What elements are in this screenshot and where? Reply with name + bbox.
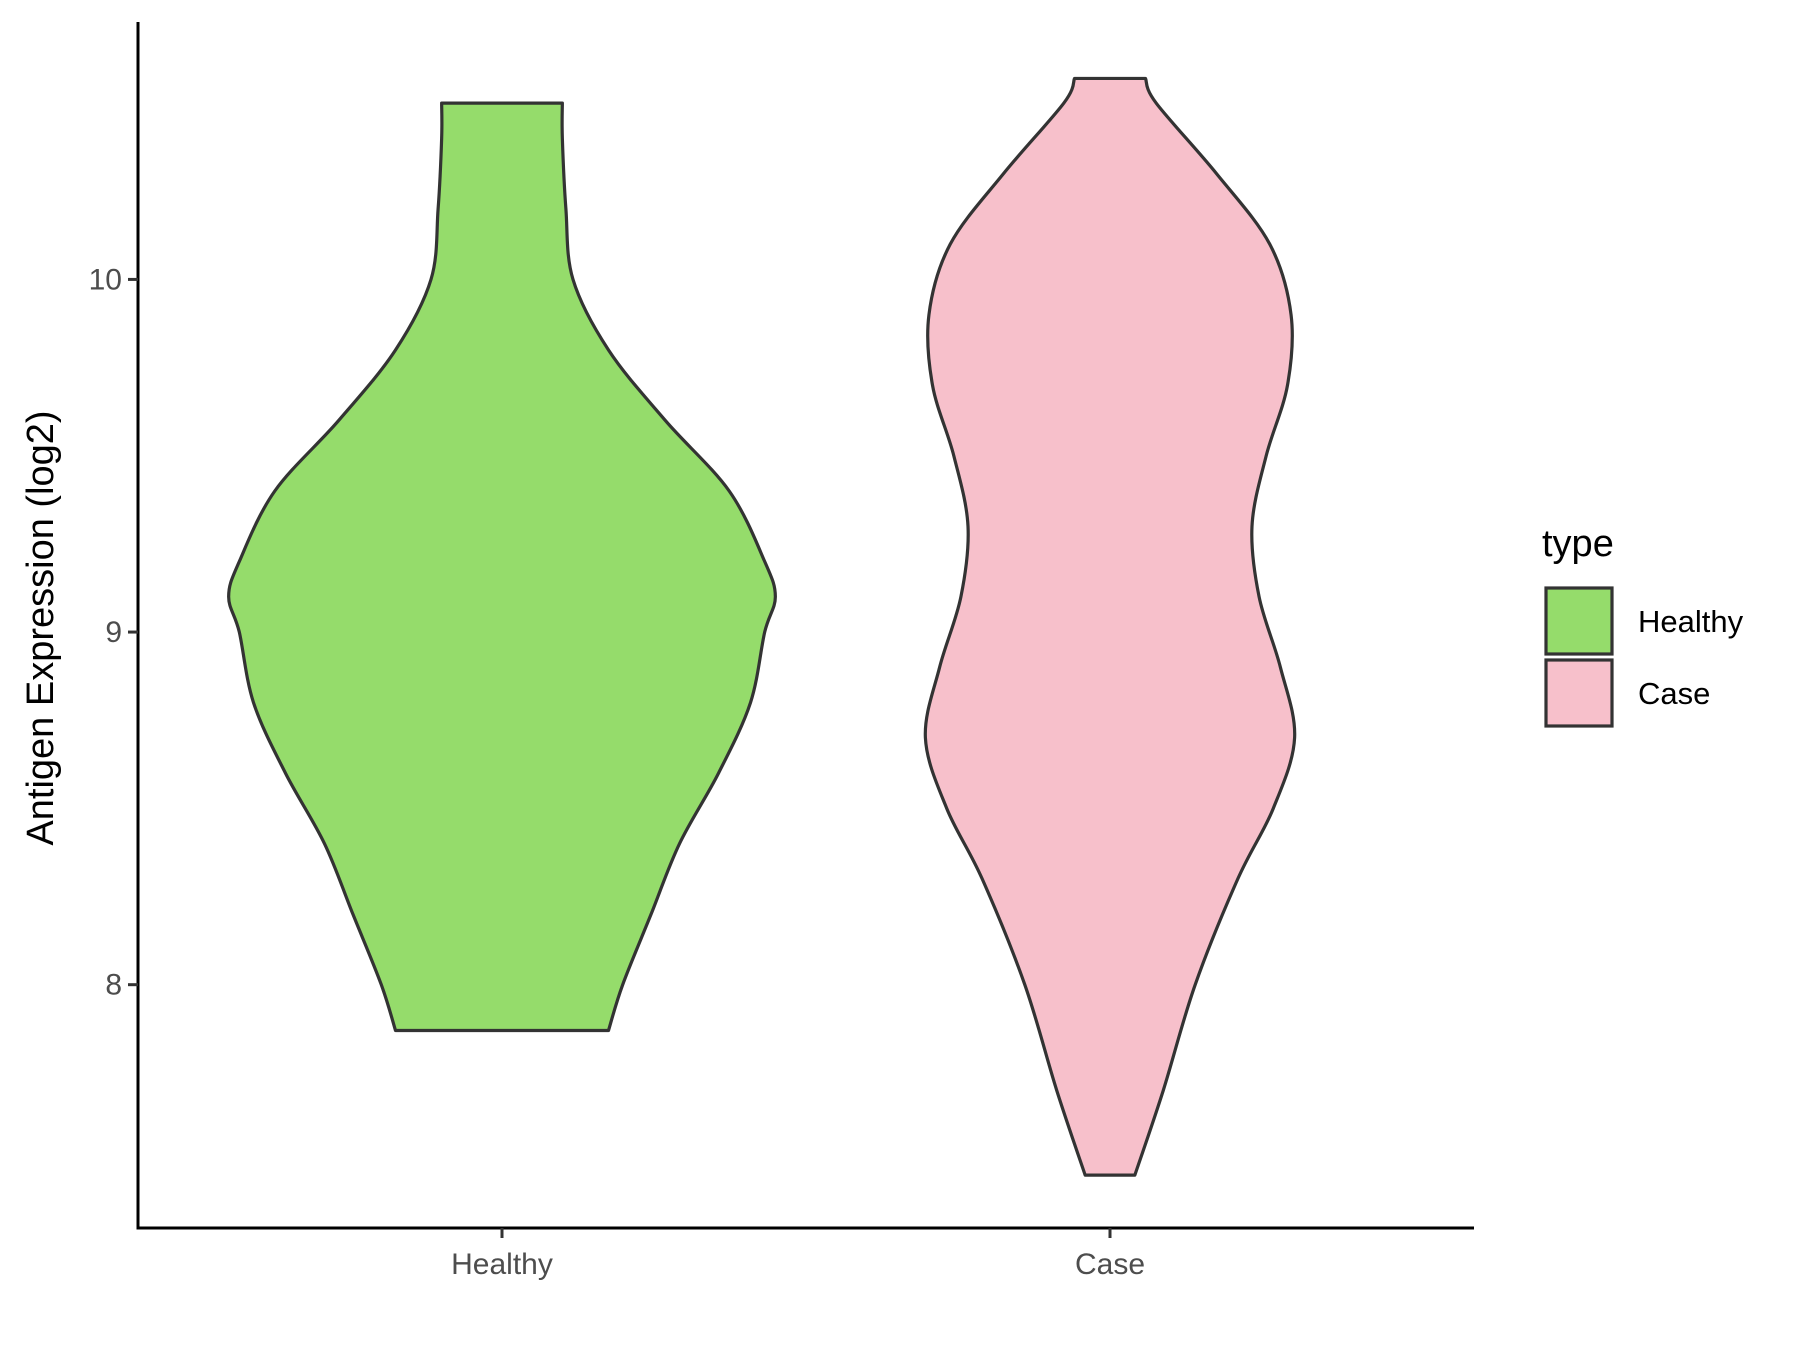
violin-case [923, 76, 1297, 1177]
y-tick-label: 9 [105, 616, 122, 649]
legend-label-case: Case [1638, 676, 1710, 711]
x-tick-label: Healthy [451, 1248, 553, 1281]
legend: type Healthy Case [1542, 523, 1744, 728]
violin-healthy [227, 101, 777, 1033]
legend-label-healthy: Healthy [1638, 604, 1744, 639]
y-axis-title: Antigen Expression (log2) [20, 410, 62, 845]
legend-title: type [1542, 523, 1614, 565]
violin-layer [227, 76, 1297, 1177]
legend-key-case [1544, 658, 1614, 728]
axes: 8 9 10 Healthy Case [89, 22, 1474, 1281]
x-tick-label: Case [1075, 1248, 1145, 1281]
y-tick-label: 10 [89, 263, 122, 296]
y-tick-label: 8 [105, 969, 122, 1002]
legend-key-healthy [1544, 586, 1614, 656]
